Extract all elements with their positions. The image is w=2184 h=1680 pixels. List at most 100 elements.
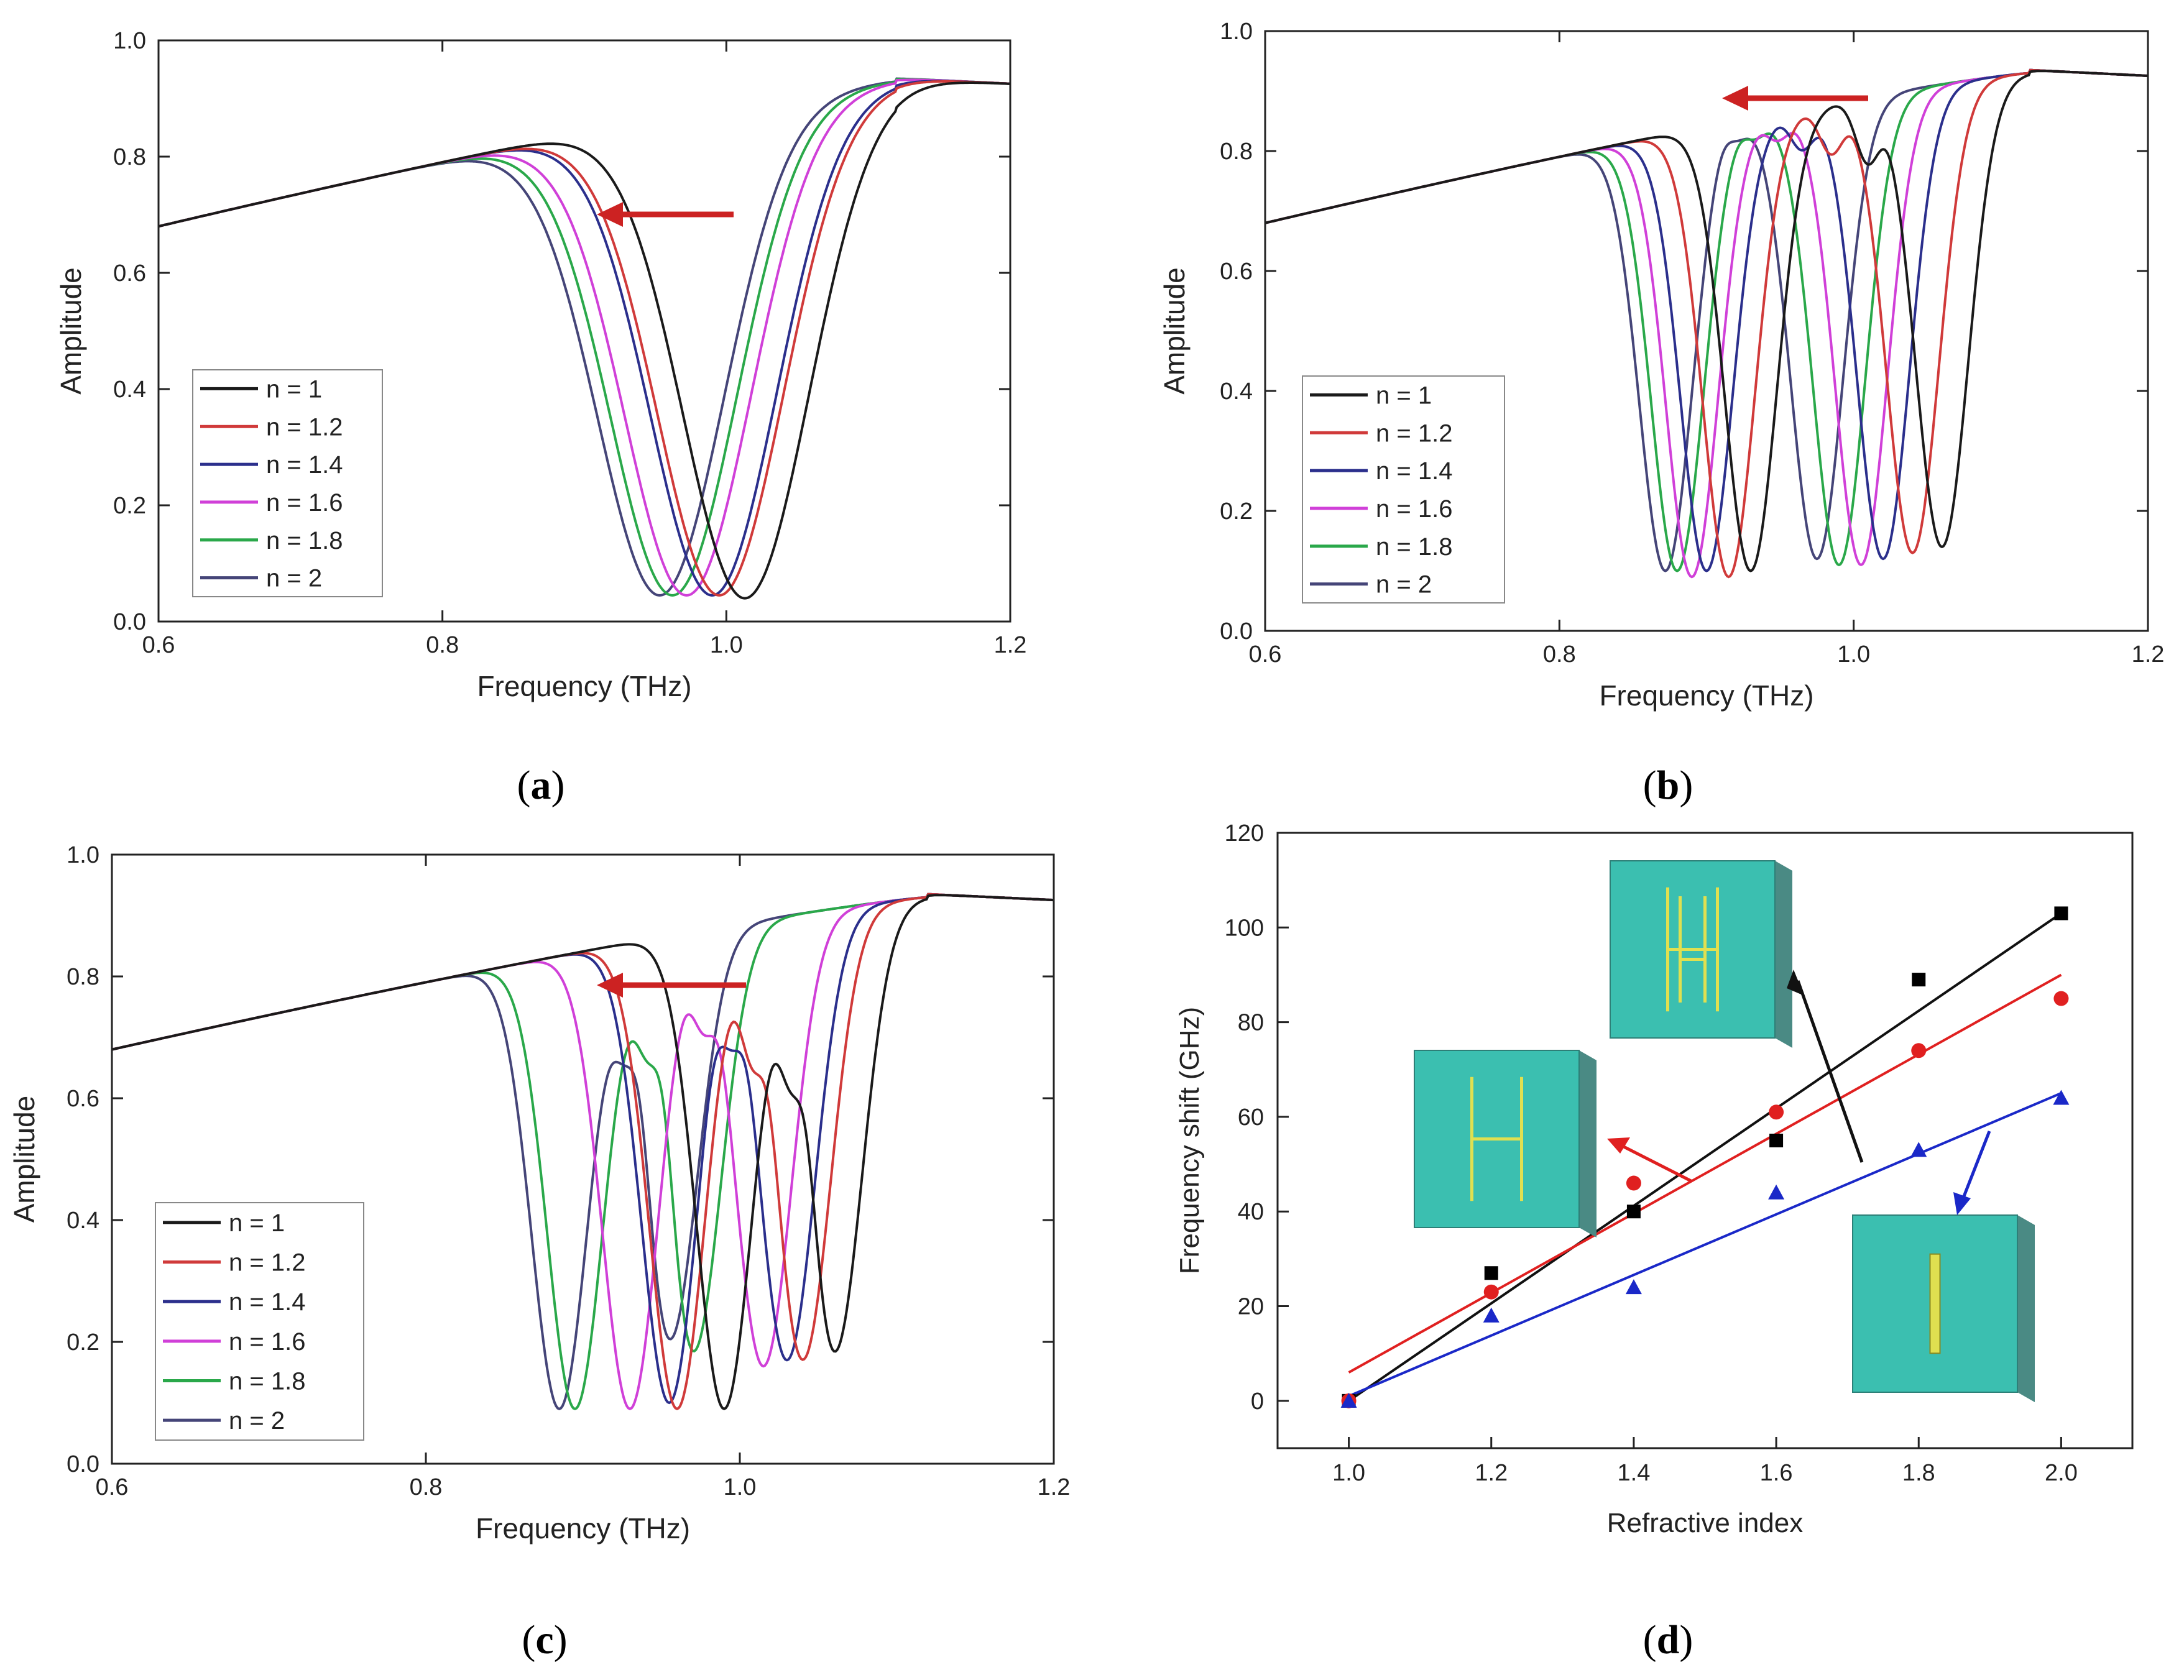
inset-pointer-black <box>1796 980 1864 1163</box>
y-tick-label-d-4: 80 <box>1238 1010 1264 1036</box>
y-axis-title-b: Amplitude <box>1158 267 1191 395</box>
y-tick-label-c-1: 0.2 <box>67 1329 99 1356</box>
legend-label-a-5: n = 2 <box>266 565 322 592</box>
inset-pointer-blue-head <box>1953 1192 1971 1215</box>
legend-label-b-0: n = 1 <box>1376 382 1432 409</box>
x-tick-label-d-4: 1.8 <box>1902 1460 1935 1486</box>
plot-frame-b <box>1264 30 2149 632</box>
x-tick-label-d-1: 1.2 <box>1475 1460 1508 1486</box>
y-tick-label-a-4: 0.8 <box>113 144 146 170</box>
point-square-4 <box>1912 973 1926 987</box>
y-tick-label-b-5: 1.0 <box>1220 19 1253 45</box>
legend-label-a-4: n = 1.8 <box>266 527 343 554</box>
x-tick-label-a-0: 0.6 <box>142 632 175 658</box>
plot-frame-a <box>157 39 1011 623</box>
legend-box-a <box>192 369 383 597</box>
x-tick-label-c-0: 0.6 <box>96 1474 129 1500</box>
y-axis-title-a: Amplitude <box>55 267 87 395</box>
x-tick-label-c-3: 1.2 <box>1038 1474 1071 1500</box>
panel-c: 0.6 0.8 1.0 1.2 0.0 0.2 0.4 0.6 0.8 1.0 Frequency … <box>8 842 1070 1545</box>
panel-label-d: (d) <box>1643 1617 1693 1663</box>
legend-label-c-1: n = 1.2 <box>229 1249 305 1277</box>
y-tick-label-b-3: 0.6 <box>1220 259 1253 285</box>
legend-label-c-5: n = 2 <box>229 1407 285 1434</box>
point-circle-5 <box>2053 991 2069 1006</box>
legend-label-c-4: n = 1.8 <box>229 1368 305 1395</box>
y-tick-label-d-3: 60 <box>1238 1104 1264 1131</box>
point-triangle-2 <box>1625 1279 1642 1295</box>
series-line-b-0 <box>1265 70 2149 572</box>
fit-line-1 <box>1348 973 2062 1374</box>
x-axis-title-b: Frequency (THz) <box>1599 679 1813 712</box>
y-tick-label-a-2: 0.4 <box>113 377 146 403</box>
legend-label-b-4: n = 1.8 <box>1376 533 1452 561</box>
y-tick-label-b-0: 0.0 <box>1220 618 1253 645</box>
inset-pointer-blue <box>1960 1131 1991 1203</box>
inset-single-h-side <box>1579 1050 1597 1237</box>
shift-arrowhead-c <box>597 973 623 998</box>
x-tick-label-d-2: 1.4 <box>1618 1460 1651 1486</box>
point-triangle-3 <box>1768 1184 1785 1200</box>
legend-label-c-2: n = 1.4 <box>229 1288 305 1316</box>
x-tick-label-d-3: 1.6 <box>1760 1460 1793 1486</box>
y-tick-label-a-3: 0.6 <box>113 260 146 287</box>
x-tick-label-c-1: 0.8 <box>410 1474 443 1500</box>
point-square-2 <box>1626 1205 1641 1219</box>
x-tick-label-a-3: 1.2 <box>994 632 1027 658</box>
point-circle-1 <box>1483 1284 1499 1300</box>
y-tick-label-c-4: 0.8 <box>67 964 99 990</box>
fit-line-0 <box>1348 912 2062 1402</box>
y-tick-label-c-2: 0.4 <box>67 1208 99 1234</box>
point-square-1 <box>1484 1266 1498 1280</box>
legend-label-b-3: n = 1.6 <box>1376 495 1452 523</box>
inset-pointer-red-head <box>1607 1137 1630 1154</box>
panel-label-a: (a) <box>517 763 565 808</box>
inset-double-h-slot-inner <box>1679 896 1707 1003</box>
y-tick-label-c-5: 1.0 <box>67 842 99 868</box>
series-line-c-0 <box>111 894 1054 1411</box>
plot-frame-d <box>1276 832 2134 1449</box>
x-tick-label-b-2: 1.0 <box>1837 641 1870 668</box>
x-tick-label-b-0: 0.6 <box>1249 641 1282 668</box>
y-tick-label-c-0: 0.0 <box>67 1451 99 1477</box>
legend-label-b-1: n = 1.2 <box>1376 420 1452 447</box>
y-tick-label-d-0: 0 <box>1251 1389 1264 1415</box>
x-tick-label-b-1: 0.8 <box>1543 641 1576 668</box>
inset-single-h-slot <box>1470 1076 1523 1201</box>
x-tick-label-b-3: 1.2 <box>2132 641 2165 668</box>
y-tick-label-a-1: 0.2 <box>113 493 146 519</box>
point-circle-4 <box>1911 1043 1927 1058</box>
y-tick-label-a-0: 0.0 <box>113 609 146 635</box>
panel-a: 0.6 0.8 1.0 1.2 0.0 0.2 0.4 0.6 0.8 1.0 Frequency … <box>55 28 1026 702</box>
shift-arrowhead-a <box>597 202 623 227</box>
point-triangle-5 <box>2053 1090 2070 1105</box>
legend-label-c-0: n = 1 <box>229 1210 285 1237</box>
series-line-a-0 <box>158 81 1011 600</box>
point-triangle-0 <box>1340 1392 1357 1408</box>
point-square-3 <box>1769 1134 1784 1147</box>
point-triangle-4 <box>1910 1142 1927 1157</box>
y-tick-label-d-2: 40 <box>1238 1199 1264 1225</box>
inset-double-h-side <box>1775 861 1792 1048</box>
inset-bar-side <box>2017 1215 2035 1402</box>
panel-b: 0.6 0.8 1.0 1.2 0.0 0.2 0.4 0.6 0.8 1.0 Frequency … <box>1158 19 2164 712</box>
legend-label-b-2: n = 1.4 <box>1376 457 1452 485</box>
x-tick-label-a-2: 1.0 <box>710 632 743 658</box>
x-axis-title-d: Refractive index <box>1607 1508 1803 1538</box>
inset-double-h-slot <box>1666 887 1719 1012</box>
legend-label-a-1: n = 1.2 <box>266 413 343 441</box>
legend-label-b-5: n = 2 <box>1376 571 1432 599</box>
y-tick-label-d-5: 100 <box>1225 915 1264 941</box>
fit-line-2 <box>1348 1092 2062 1398</box>
x-axis-title-c: Frequency (THz) <box>476 1512 690 1545</box>
x-tick-label-d-5: 2.0 <box>2045 1460 2078 1486</box>
point-circle-2 <box>1626 1175 1641 1191</box>
x-tick-label-a-1: 0.8 <box>426 632 459 658</box>
point-circle-3 <box>1769 1104 1784 1120</box>
y-tick-label-a-5: 1.0 <box>113 28 146 54</box>
legend-box-b <box>1302 375 1505 604</box>
plot-frame-c <box>111 853 1055 1465</box>
y-tick-label-d-1: 20 <box>1238 1294 1264 1320</box>
x-axis-title-a: Frequency (THz) <box>477 670 691 702</box>
